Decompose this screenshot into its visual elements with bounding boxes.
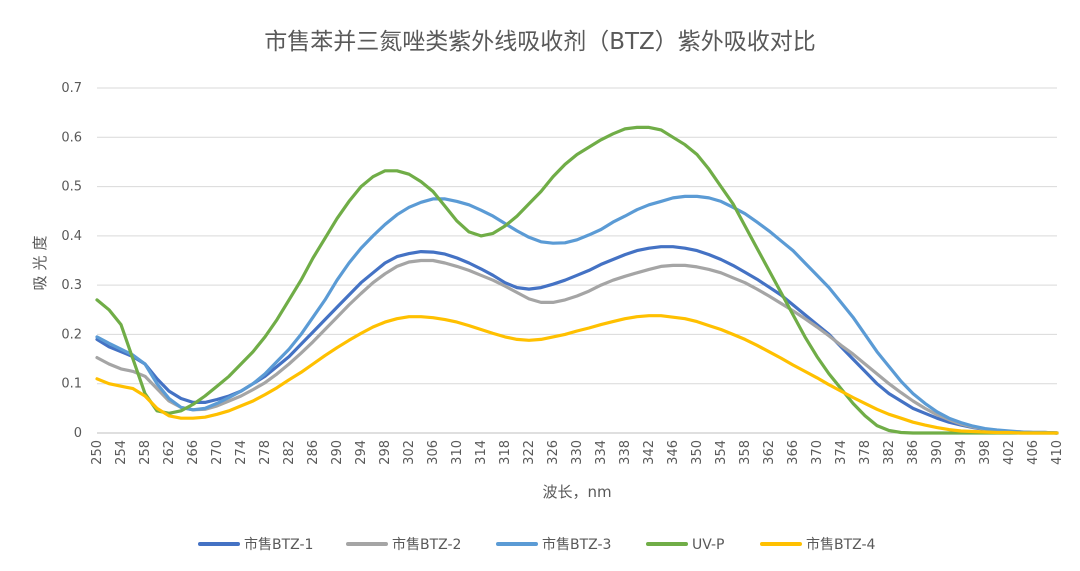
x-tick-label: 254 xyxy=(114,440,129,465)
legend-label: UV-P xyxy=(692,537,725,553)
y-tick-label: 0.6 xyxy=(61,130,82,145)
x-tick-label: 402 xyxy=(1002,440,1017,465)
x-tick-label: 274 xyxy=(234,440,249,465)
y-tick-label: 0.7 xyxy=(61,81,82,96)
legend-label: 市售BTZ-4 xyxy=(806,536,876,553)
x-tick-label: 286 xyxy=(306,440,321,465)
y-tick-label: 0.4 xyxy=(61,229,82,244)
x-tick-label: 282 xyxy=(282,440,297,465)
x-tick-label: 250 xyxy=(90,440,105,465)
x-tick-label: 346 xyxy=(666,440,681,465)
x-tick-label: 354 xyxy=(714,440,729,465)
x-tick-label: 338 xyxy=(618,440,633,465)
x-tick-label: 378 xyxy=(858,440,873,465)
series-lines xyxy=(95,125,1059,435)
x-tick-label: 374 xyxy=(834,440,849,465)
chart-title: 市售苯并三氮唑类紫外线吸收剂（BTZ）紫外吸收对比 xyxy=(264,29,816,55)
x-tick-label: 342 xyxy=(642,440,657,465)
x-tick-label: 406 xyxy=(1026,440,1041,465)
legend-label: 市售BTZ-2 xyxy=(392,536,461,553)
x-tick-label: 314 xyxy=(474,440,489,465)
series-line-5 xyxy=(95,314,1059,435)
y-tick-label: 0.5 xyxy=(61,180,82,195)
x-tick-label: 318 xyxy=(498,440,513,465)
y-tick-label: 0 xyxy=(74,426,82,441)
x-tick-label: 266 xyxy=(186,440,201,465)
x-tick-label: 258 xyxy=(138,440,153,465)
series-line-2 xyxy=(95,258,1059,435)
x-tick-label: 362 xyxy=(762,440,777,465)
x-tick-label: 350 xyxy=(690,440,705,465)
x-tick-label: 322 xyxy=(522,440,537,465)
x-tick-label: 358 xyxy=(738,440,753,465)
y-axis-title: 吸光度 xyxy=(31,230,49,290)
x-tick-label: 366 xyxy=(786,440,801,465)
x-tick-label: 278 xyxy=(258,440,273,465)
x-tick-label: 334 xyxy=(594,440,609,465)
y-tick-label: 0.2 xyxy=(61,327,82,342)
x-axis-title: 波长，nm xyxy=(542,483,611,501)
x-tick-label: 298 xyxy=(378,440,393,465)
y-tick-label: 0.1 xyxy=(61,377,82,392)
x-tick-label: 370 xyxy=(810,440,825,465)
x-tick-label: 390 xyxy=(930,440,945,465)
x-tick-label: 382 xyxy=(882,440,897,465)
legend-label: 市售BTZ-3 xyxy=(542,536,611,553)
series-line-3 xyxy=(95,194,1059,435)
x-tick-label: 330 xyxy=(570,440,585,465)
x-tick-label: 326 xyxy=(546,440,561,465)
y-tick-label: 0.3 xyxy=(61,278,82,293)
legend: 市售BTZ-1 市售BTZ-2 市售BTZ-3 UV-P 市售BTZ-4 xyxy=(198,536,876,553)
gridlines xyxy=(97,87,1057,385)
x-tick-label: 262 xyxy=(162,440,177,465)
x-tick-label: 386 xyxy=(906,440,921,465)
x-tick-label: 410 xyxy=(1050,440,1065,465)
x-tick-label: 294 xyxy=(354,440,369,465)
x-tick-label: 394 xyxy=(954,440,969,465)
x-tick-label: 398 xyxy=(978,440,993,465)
series-line-4 xyxy=(95,125,1059,435)
x-tick-label: 290 xyxy=(330,440,345,465)
x-tick-label: 306 xyxy=(426,440,441,465)
x-tick-label: 302 xyxy=(402,440,417,465)
legend-label: 市售BTZ-1 xyxy=(244,536,313,553)
x-tick-label: 270 xyxy=(210,440,225,465)
x-tick-label: 310 xyxy=(450,440,465,465)
